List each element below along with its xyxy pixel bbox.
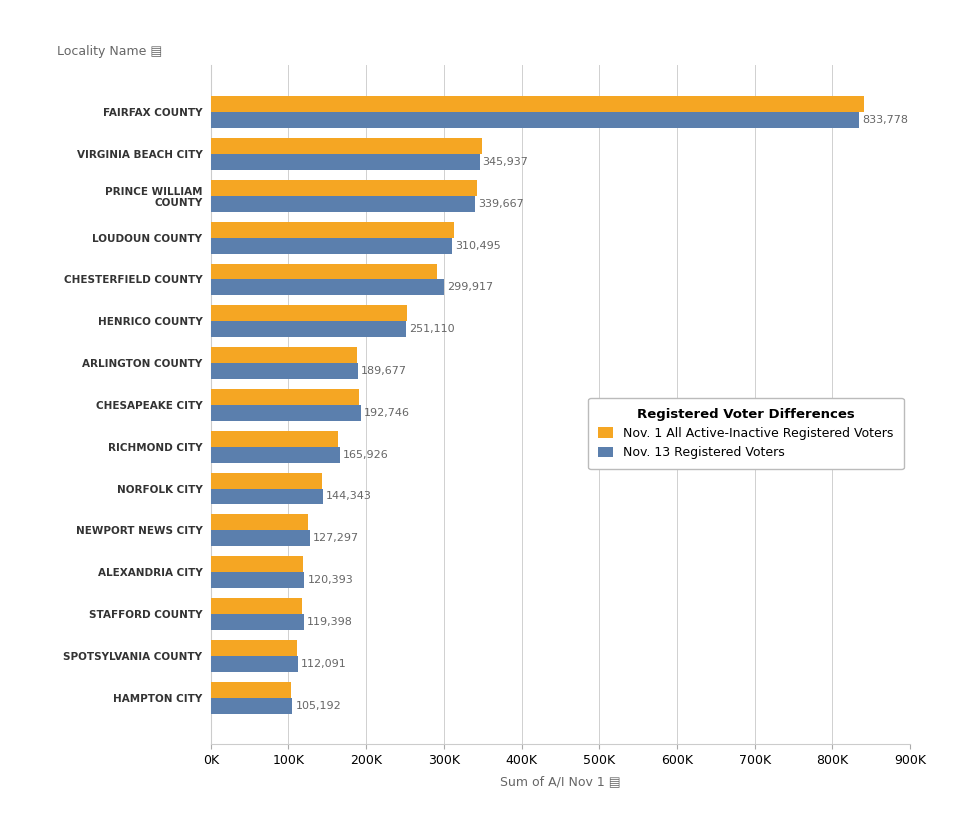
Bar — [211, 97, 864, 112]
Bar — [211, 196, 475, 212]
Bar — [211, 698, 292, 713]
Bar — [211, 263, 437, 280]
Bar — [211, 447, 340, 463]
Bar — [211, 405, 360, 420]
Bar — [211, 363, 358, 379]
Text: 833,778: 833,778 — [862, 115, 908, 125]
Bar — [211, 614, 304, 630]
Bar — [211, 515, 308, 530]
Text: 119,398: 119,398 — [307, 617, 353, 627]
Bar — [211, 138, 482, 154]
Bar — [211, 473, 322, 488]
Text: 189,677: 189,677 — [361, 366, 407, 376]
Legend: Nov. 1 All Active-Inactive Registered Voters, Nov. 13 Registered Voters: Nov. 1 All Active-Inactive Registered Vo… — [588, 398, 903, 469]
Bar — [211, 280, 444, 295]
Text: 345,937: 345,937 — [483, 157, 529, 167]
Text: 127,297: 127,297 — [312, 533, 359, 543]
Bar — [211, 681, 291, 698]
Bar — [211, 180, 477, 196]
Bar — [211, 572, 305, 588]
Text: 165,926: 165,926 — [343, 450, 389, 460]
Bar — [211, 305, 406, 321]
Text: 192,746: 192,746 — [364, 408, 410, 418]
Bar — [211, 656, 298, 672]
Text: 310,495: 310,495 — [455, 240, 501, 250]
Text: 144,343: 144,343 — [326, 492, 372, 501]
Bar — [211, 347, 357, 363]
Bar — [211, 598, 303, 614]
Text: Locality Name ▤: Locality Name ▤ — [57, 45, 162, 58]
Bar — [211, 238, 452, 254]
Bar — [211, 321, 406, 337]
Text: 112,091: 112,091 — [301, 658, 347, 669]
Bar — [211, 488, 323, 505]
X-axis label: Sum of A/I Nov 1 ▤: Sum of A/I Nov 1 ▤ — [500, 775, 621, 789]
Text: 299,917: 299,917 — [447, 282, 493, 292]
Bar — [211, 556, 304, 572]
Text: 339,667: 339,667 — [478, 199, 524, 209]
Bar — [211, 389, 359, 405]
Bar — [211, 112, 858, 128]
Bar — [211, 222, 454, 238]
Text: 251,110: 251,110 — [409, 324, 455, 335]
Text: 120,393: 120,393 — [308, 575, 354, 585]
Bar — [211, 154, 480, 170]
Bar — [211, 530, 309, 546]
Text: 105,192: 105,192 — [296, 700, 341, 711]
Bar — [211, 431, 338, 447]
Bar — [211, 640, 297, 656]
